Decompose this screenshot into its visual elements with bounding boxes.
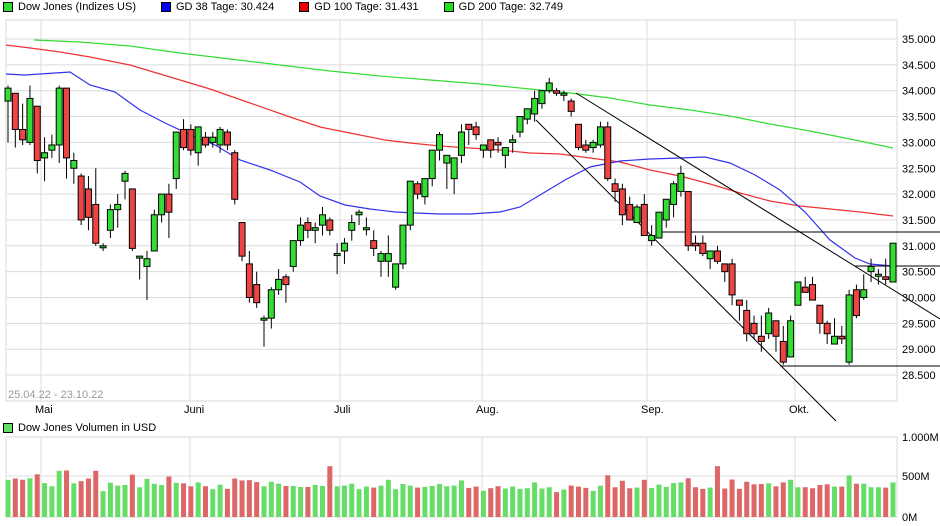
svg-text:31.000: 31.000 [902, 241, 936, 253]
svg-text:1.000M: 1.000M [902, 432, 939, 444]
volume-grid [5, 436, 898, 518]
volume-legend-label: Dow Jones Volumen in USD [18, 422, 157, 434]
svg-text:Juni: Juni [184, 404, 204, 416]
svg-text:29.500: 29.500 [902, 318, 936, 330]
moving-average-lines [5, 39, 894, 267]
candlesticks [4, 77, 897, 365]
legend-swatch-icon [3, 2, 13, 12]
svg-text:33.000: 33.000 [902, 137, 936, 149]
svg-text:500M: 500M [902, 471, 930, 483]
svg-text:30.500: 30.500 [902, 267, 936, 279]
svg-text:35.000: 35.000 [902, 34, 936, 46]
svg-text:29.000: 29.000 [902, 344, 936, 356]
legend-item-gd100: GD 100 Tage: 31.431 [296, 1, 419, 13]
svg-text:Mai: Mai [35, 404, 53, 416]
svg-text:34.000: 34.000 [902, 86, 936, 98]
volume-legend: Dow Jones Volumen in USD [0, 422, 156, 434]
legend-label: GD 100 Tage: 31.431 [314, 1, 419, 13]
svg-text:Aug.: Aug. [476, 404, 499, 416]
svg-text:28.500: 28.500 [902, 370, 936, 382]
legend-item-dow-jones: Dow Jones (Indizes US) [0, 1, 136, 13]
legend-swatch-icon [3, 423, 13, 433]
legend-swatch-icon [299, 2, 310, 12]
chart-legend: Dow Jones (Indizes US) GD 38 Tage: 30.42… [0, 0, 585, 14]
legend-item-gd38: GD 38 Tage: 30.424 [158, 1, 274, 13]
svg-text:32.000: 32.000 [902, 189, 936, 201]
date-range-label: 25.04.22 - 23.10.22 [8, 389, 103, 401]
svg-text:34.500: 34.500 [902, 60, 936, 72]
legend-item-gd200: GD 200 Tage: 32.749 [441, 1, 563, 13]
svg-text:Juli: Juli [334, 404, 351, 416]
svg-text:31.500: 31.500 [902, 215, 936, 227]
month-x-axis: Mai Juni Juli Aug. Sep. Okt. [35, 404, 809, 416]
legend-label: GD 200 Tage: 32.749 [458, 1, 564, 13]
trend-lines [535, 92, 940, 422]
svg-text:32.500: 32.500 [902, 163, 936, 175]
legend-swatch-icon [161, 2, 171, 12]
legend-label: Dow Jones (Indizes US) [18, 1, 136, 13]
svg-text:0M: 0M [902, 512, 917, 524]
price-y-axis: 35.000 34.500 34.000 33.500 33.000 32.500 32.0… [902, 34, 936, 382]
legend-label: GD 38 Tage: 30.424 [176, 1, 275, 13]
legend-swatch-icon [443, 2, 454, 12]
price-grid [5, 19, 898, 402]
volume-bars [5, 466, 896, 517]
svg-text:30.000: 30.000 [902, 293, 936, 305]
svg-text:33.500: 33.500 [902, 112, 936, 124]
volume-y-axis: 1.000M 500M 0M [902, 432, 939, 524]
svg-text:Sep.: Sep. [641, 404, 664, 416]
svg-text:Okt.: Okt. [789, 404, 809, 416]
